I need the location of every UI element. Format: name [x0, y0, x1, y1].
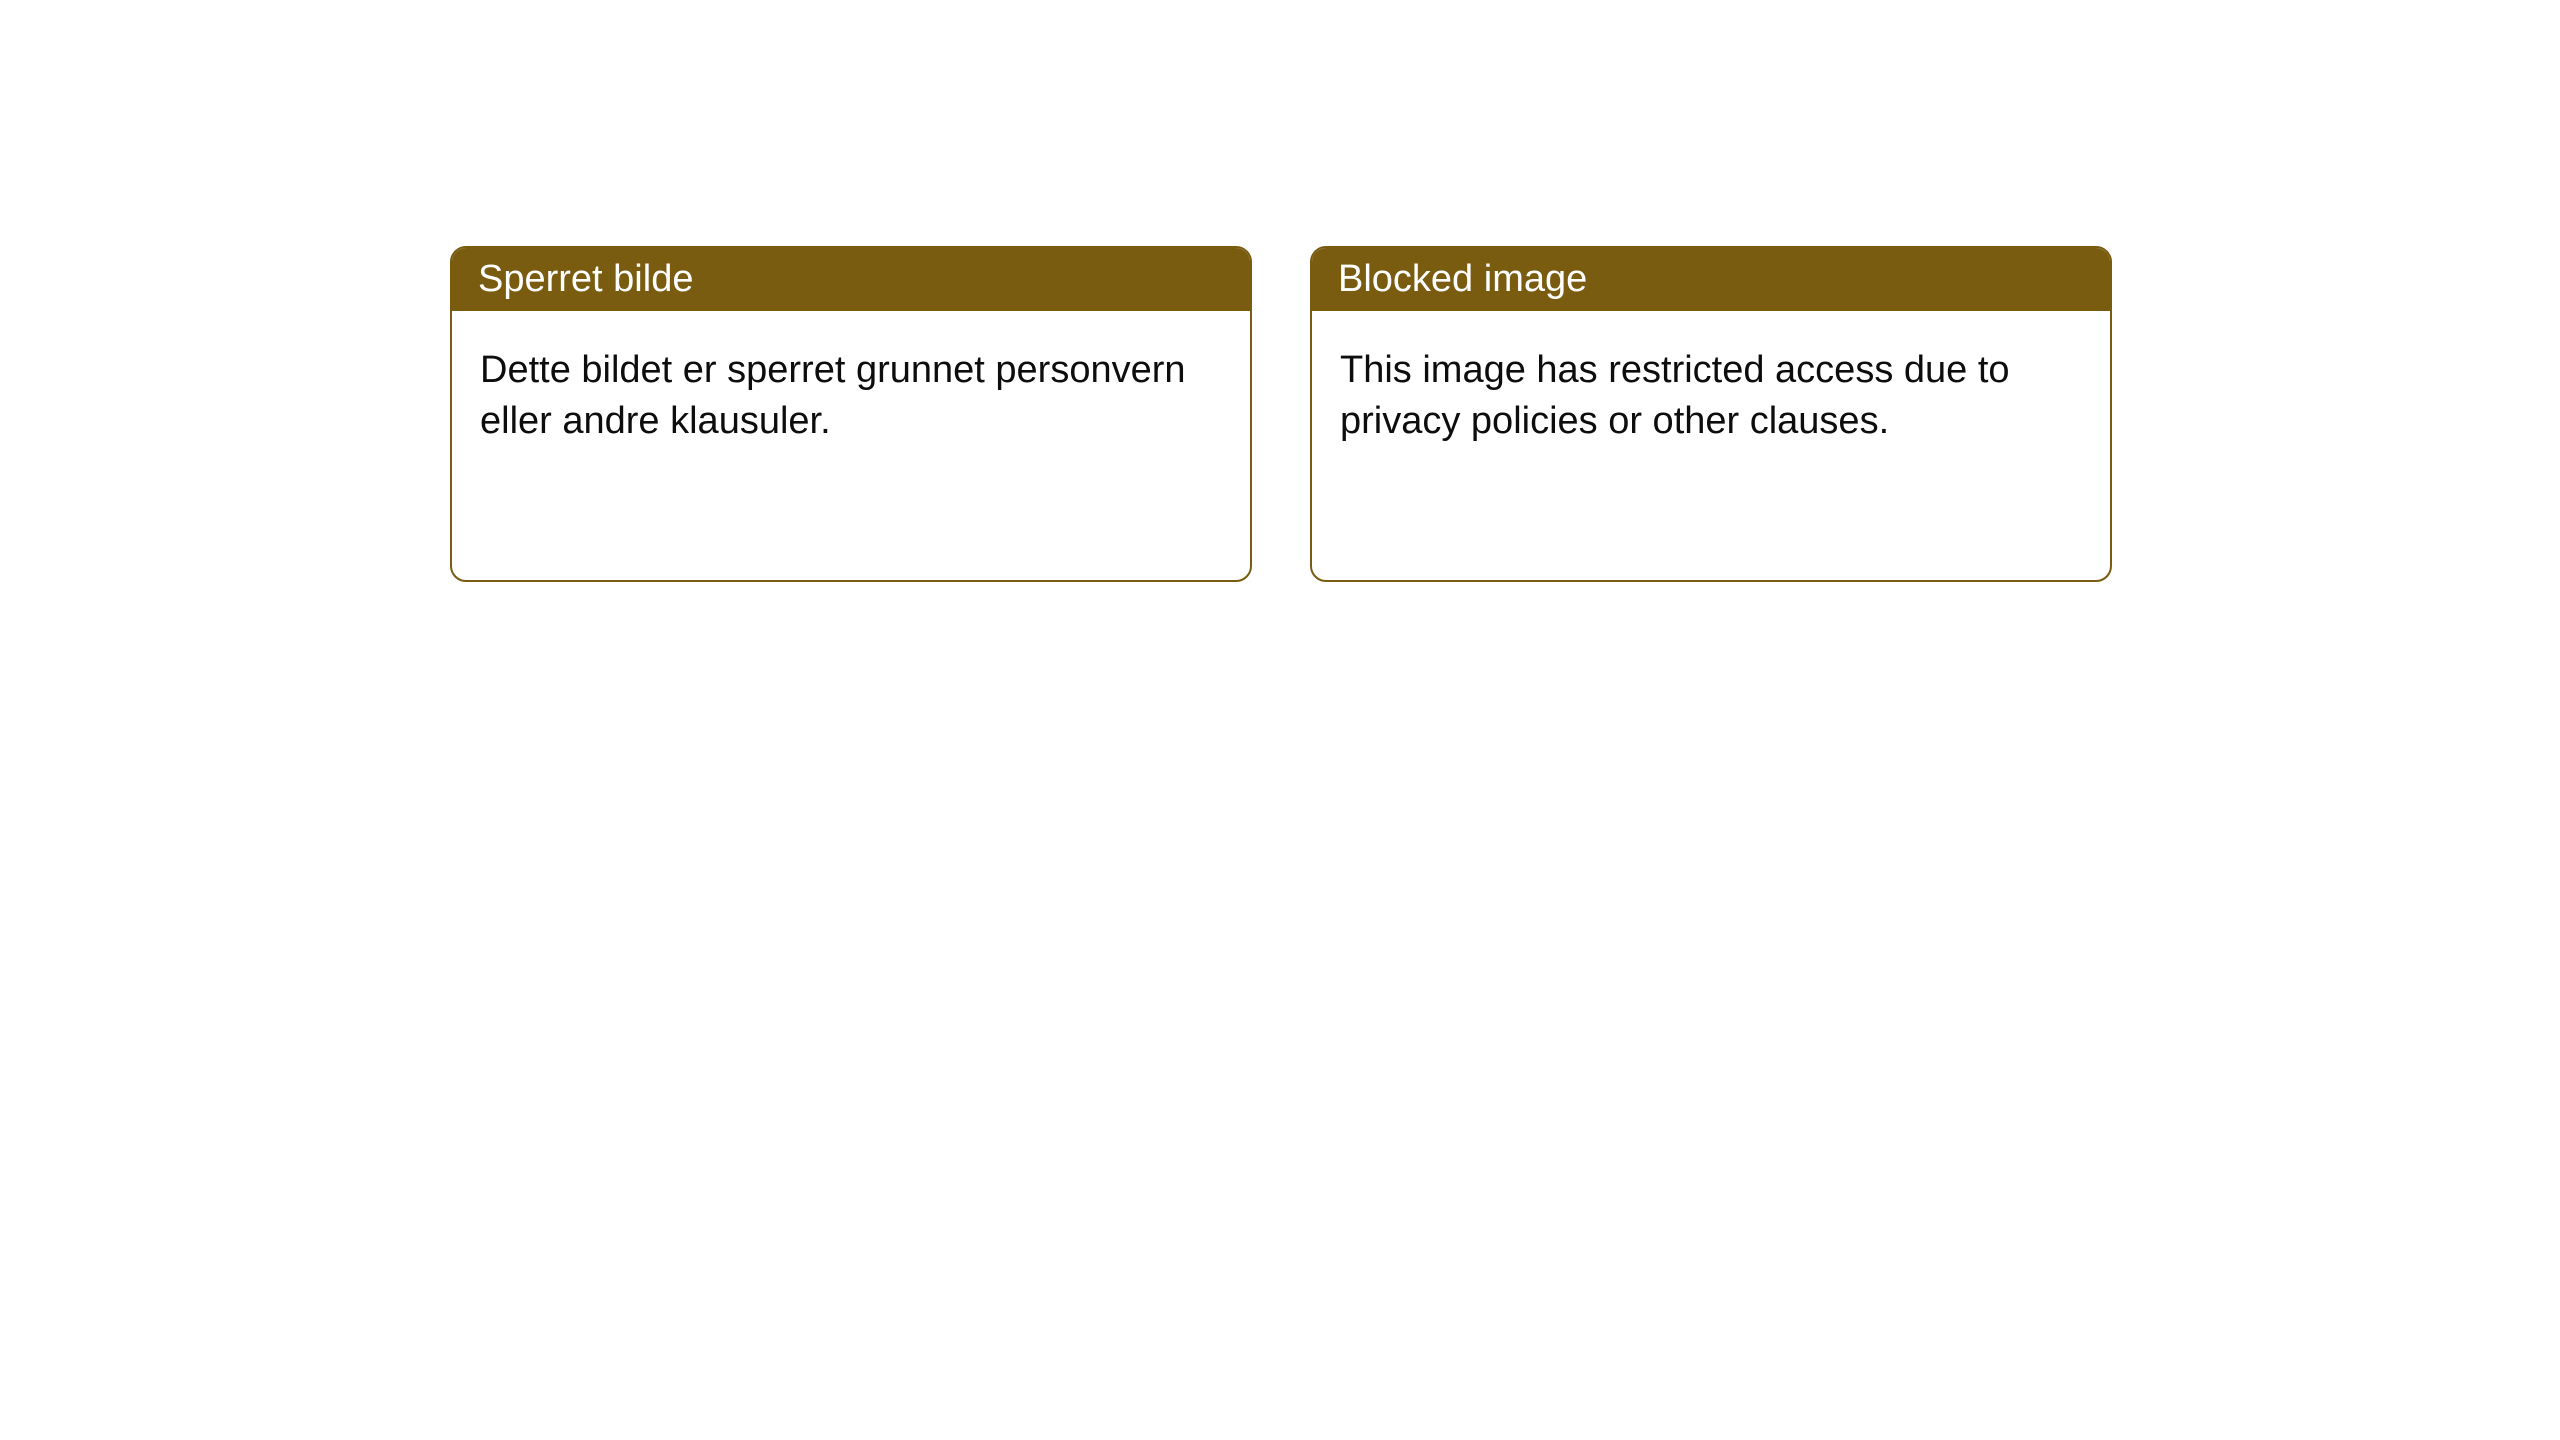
- card-body-text: Dette bildet er sperret grunnet personve…: [452, 311, 1250, 482]
- notice-card-english: Blocked image This image has restricted …: [1310, 246, 2112, 582]
- card-title: Sperret bilde: [452, 248, 1250, 311]
- notice-container: Sperret bilde Dette bildet er sperret gr…: [0, 0, 2560, 582]
- card-body-text: This image has restricted access due to …: [1312, 311, 2110, 482]
- card-title: Blocked image: [1312, 248, 2110, 311]
- notice-card-norwegian: Sperret bilde Dette bildet er sperret gr…: [450, 246, 1252, 582]
